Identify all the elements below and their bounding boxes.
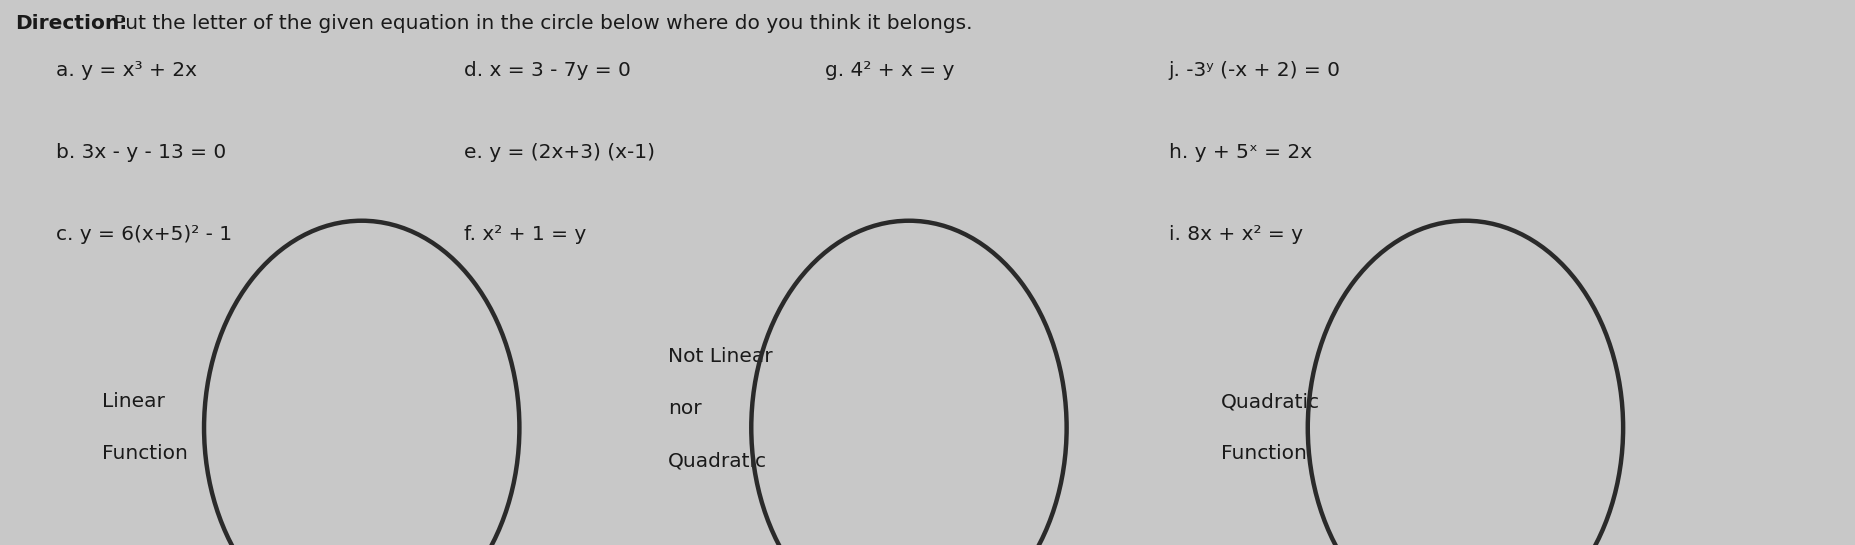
Text: nor: nor	[668, 399, 701, 418]
Text: f. x² + 1 = y: f. x² + 1 = y	[464, 225, 586, 244]
Text: h. y + 5ˣ = 2x: h. y + 5ˣ = 2x	[1169, 143, 1311, 162]
Text: j. -3ʸ (-x + 2) = 0: j. -3ʸ (-x + 2) = 0	[1169, 62, 1341, 80]
Text: Linear: Linear	[102, 392, 165, 411]
Text: Put the letter of the given equation in the circle below where do you think it b: Put the letter of the given equation in …	[108, 14, 972, 33]
Text: d. x = 3 - 7y = 0: d. x = 3 - 7y = 0	[464, 62, 631, 80]
Text: Function: Function	[1221, 444, 1306, 463]
Text: Quadratic: Quadratic	[668, 451, 766, 470]
Text: i. 8x + x² = y: i. 8x + x² = y	[1169, 225, 1302, 244]
Text: e. y = (2x+3) (x-1): e. y = (2x+3) (x-1)	[464, 143, 655, 162]
Text: Not Linear: Not Linear	[668, 348, 772, 366]
Text: a. y = x³ + 2x: a. y = x³ + 2x	[56, 62, 197, 80]
Text: Quadratic: Quadratic	[1221, 392, 1319, 411]
Text: c. y = 6(x+5)² - 1: c. y = 6(x+5)² - 1	[56, 225, 232, 244]
Text: g. 4² + x = y: g. 4² + x = y	[825, 62, 955, 80]
Text: Function: Function	[102, 444, 187, 463]
Text: b. 3x - y - 13 = 0: b. 3x - y - 13 = 0	[56, 143, 226, 162]
Text: Direction:: Direction:	[15, 14, 128, 33]
